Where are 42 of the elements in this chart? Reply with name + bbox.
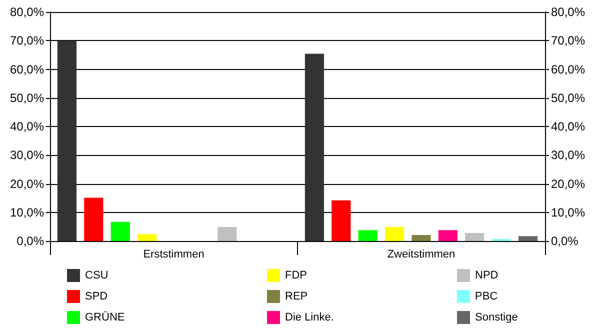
legend-label: REP [285,290,308,302]
bar [465,232,484,241]
y-tick-label: 80,0% [10,5,44,19]
y-tick-label: 30,0% [10,148,44,162]
y-tick-label: 20,0% [10,176,44,191]
y2-tick-label: 60,0% [551,62,586,76]
legend-label: PBC [475,290,498,302]
y2-tick-label: 80,0% [551,5,586,19]
bar [84,198,104,241]
y2-tick-label: 0,0% [551,234,579,248]
y-tick-label: 40,0% [10,120,44,134]
y-tick-label: 50,0% [10,90,44,105]
legend-label: CSU [85,270,108,282]
y2-tick-label: 30,0% [551,148,586,162]
y-tick-label: 10,0% [10,205,44,220]
x-tick-label: Erststimmen [143,248,204,260]
legend-label: SPD [85,290,108,302]
y2-tick-label: 70,0% [551,34,586,48]
legend-label: Sonstige [475,312,518,324]
bar [412,234,431,241]
bar [138,234,157,241]
legend-label: FDP [285,270,307,282]
y-tick-label: 70,0% [10,34,44,48]
bar [385,226,404,241]
bar [218,226,237,241]
bar [57,40,76,241]
y2-tick-label: 50,0% [551,90,586,105]
x-tick-label: Zweitstimmen [387,248,456,260]
bar [438,230,458,241]
y2-tick-label: 20,0% [551,176,586,191]
bar [110,222,130,241]
y-tick-label: 0,0% [16,234,44,248]
bar [332,200,351,241]
legend-label: NPD [475,270,498,282]
y2-tick-label: 10,0% [551,205,586,220]
bar [518,236,538,241]
y-tick-label: 60,0% [10,62,44,76]
legend-label: GRÜNE [85,310,125,324]
bar [358,230,378,241]
bar [304,54,324,241]
y2-tick-label: 40,0% [551,120,586,134]
legend-label: Die Linke. [285,312,334,324]
